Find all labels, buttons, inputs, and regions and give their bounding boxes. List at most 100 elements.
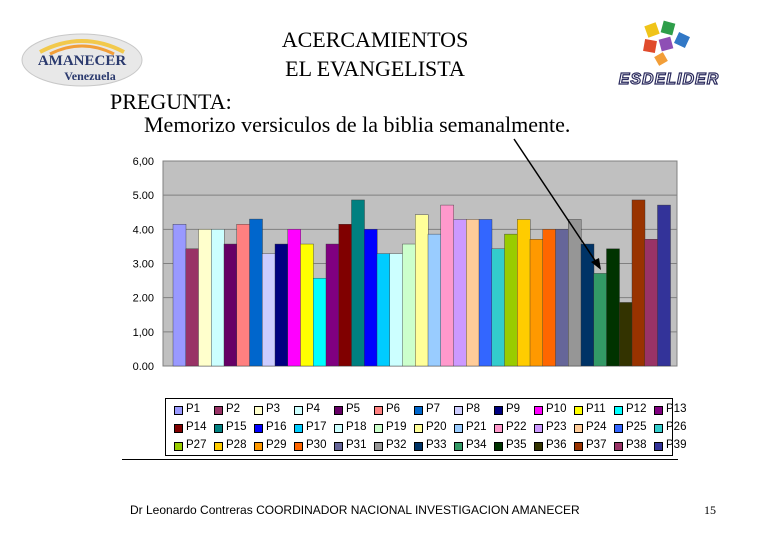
bar-p27 — [504, 233, 518, 367]
legend-swatch — [254, 424, 263, 433]
bar-p8 — [262, 253, 276, 367]
bar-p4 — [211, 229, 225, 367]
bar-p28 — [517, 219, 531, 367]
legend-label: P26 — [666, 421, 687, 433]
legend-swatch — [294, 442, 303, 451]
legend-label: P31 — [346, 439, 367, 451]
legend-swatch — [294, 424, 303, 433]
bar-p26 — [491, 248, 505, 367]
legend-swatch — [214, 424, 223, 433]
footer-credit: Dr Leonardo Contreras COORDINADOR NACION… — [130, 503, 580, 517]
legend-label: P19 — [386, 421, 407, 433]
bar-p25 — [478, 219, 493, 367]
legend-label: P9 — [506, 403, 521, 415]
legend-swatch — [454, 406, 463, 415]
legend-label: P27 — [186, 439, 207, 451]
legend-swatch — [174, 424, 183, 433]
legend-divider — [122, 459, 678, 460]
bar-p5 — [223, 243, 238, 367]
bar-p6 — [236, 224, 250, 367]
legend-label: P33 — [426, 439, 447, 451]
bar-p3 — [198, 229, 212, 367]
legend-swatch — [534, 442, 543, 451]
legend-swatch — [574, 406, 583, 415]
amanecer-logo-subtext: Venezuela — [64, 69, 116, 83]
legend-swatch — [414, 406, 423, 415]
legend-swatch — [334, 424, 343, 433]
legend-label: P4 — [306, 403, 321, 415]
legend-swatch — [614, 406, 623, 415]
legend-label: P35 — [506, 439, 527, 451]
legend-label: P15 — [226, 421, 247, 433]
question-text: Memorizo versiculos de la biblia semanal… — [144, 112, 571, 137]
legend-label: P29 — [266, 439, 287, 451]
legend-swatch — [654, 442, 663, 451]
legend-label: P5 — [346, 403, 361, 415]
legend-swatch — [574, 442, 583, 451]
bar-p35 — [606, 248, 620, 367]
legend-swatch — [334, 406, 343, 415]
bar-p34 — [593, 273, 607, 367]
bar-p13 — [325, 243, 340, 367]
esdelider-logo-text: ESDELIDER — [619, 71, 720, 88]
bar-p30 — [542, 229, 556, 367]
legend-swatch — [414, 424, 423, 433]
legend-swatch — [534, 406, 543, 415]
bar-p12 — [313, 277, 327, 367]
legend-label: P6 — [386, 403, 401, 415]
y-axis-ticks: 0.00 1,00 2.00 3.00 4.00 5.00 6,00 — [133, 156, 154, 373]
legend-label: P13 — [666, 403, 687, 415]
bar-p38 — [644, 239, 658, 367]
legend-swatch — [534, 424, 543, 433]
y-tick-label: 2.00 — [133, 293, 154, 305]
bar-p32 — [568, 219, 582, 367]
bar-p20 — [415, 214, 429, 367]
legend-swatch — [654, 424, 663, 433]
bar-p29 — [529, 239, 544, 367]
y-tick-label: 1,00 — [133, 327, 154, 339]
amanecer-logo-text: AMANECER — [38, 53, 126, 69]
annotation-arrow — [513, 138, 601, 270]
bar-p22 — [440, 204, 454, 367]
legend-label: P3 — [266, 403, 281, 415]
puzzle-icon — [643, 20, 690, 66]
legend-swatch — [254, 406, 263, 415]
bar-p37 — [631, 199, 646, 367]
bar-p10 — [287, 229, 301, 367]
y-tick-label: 0.00 — [133, 361, 154, 373]
bar-p23 — [453, 219, 467, 367]
legend-swatch — [334, 442, 343, 451]
bar-p14 — [338, 224, 352, 367]
legend-label: P14 — [186, 421, 207, 433]
bar-p1 — [172, 224, 187, 367]
legend-swatch — [494, 424, 503, 433]
legend-label: P28 — [226, 439, 247, 451]
legend-swatch — [414, 442, 423, 451]
legend-swatch — [174, 406, 183, 415]
bar-p18 — [389, 253, 403, 367]
legend-swatch — [454, 442, 463, 451]
page-number: 15 — [704, 503, 716, 517]
bar-p39 — [657, 204, 671, 367]
y-tick-label: 6,00 — [133, 156, 154, 168]
legend-label: P11 — [586, 403, 606, 415]
legend-label: P16 — [266, 421, 287, 433]
legend-label: P21 — [466, 421, 487, 433]
legend-swatch — [654, 406, 663, 415]
legend-label: P37 — [586, 439, 607, 451]
slide-title-line1: ACERCAMIENTOS — [281, 27, 469, 52]
question-label: PREGUNTA: — [110, 89, 232, 114]
bar-p36 — [619, 302, 633, 367]
bar-p24 — [466, 219, 480, 367]
legend-label: P23 — [546, 421, 567, 433]
y-tick-label: 5.00 — [133, 190, 154, 202]
legend-swatch — [614, 442, 623, 451]
bar-p19 — [402, 243, 416, 367]
legend-swatch — [494, 406, 503, 415]
legend-swatch — [294, 406, 303, 415]
chart-legend: P1 P2 P3 P4 P5 P6 P7 P8 P9 P10 P11 P12 P13 P14 P15 P16 P… — [165, 398, 686, 456]
legend-swatch — [214, 442, 223, 451]
bar-p16 — [364, 229, 378, 367]
bar-p21 — [427, 233, 442, 367]
bar-p15 — [351, 199, 365, 367]
